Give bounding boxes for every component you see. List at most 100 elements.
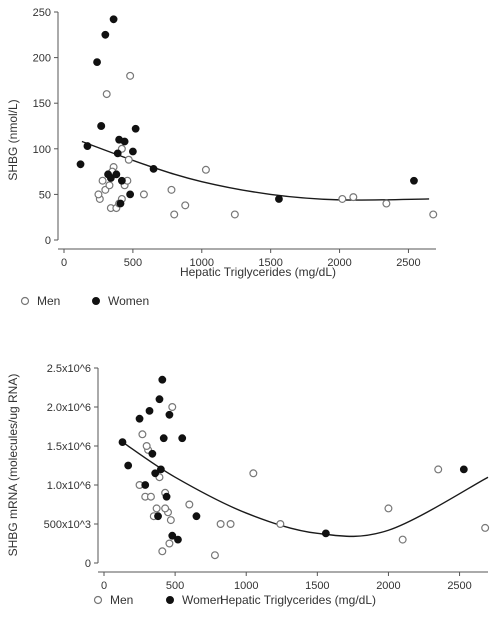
bottom-women-data-point — [124, 461, 133, 470]
top-men-data-point — [98, 176, 107, 185]
bottom-y-tick-label: 1.0x10^6 — [47, 480, 91, 492]
legend-men-marker — [93, 595, 103, 605]
bottom-men-data-point — [142, 442, 151, 451]
bottom-women-data-point — [148, 449, 157, 458]
top-men-data-point — [230, 210, 239, 219]
top-y-tick-label: 250 — [33, 7, 51, 19]
top-x-tick-label: 0 — [61, 257, 67, 269]
bottom-x-tick-label: 500 — [166, 580, 184, 592]
legend-women-label: Women — [108, 294, 149, 308]
chart-bottom: 0 500x10^3 1.0x10^6 1.5x10^6 2.0x10^6 2.5x10^… — [6, 363, 490, 607]
bottom-men-data-point — [276, 519, 285, 528]
bottom-women-data-point — [145, 407, 154, 415]
top-men-data-point — [349, 193, 358, 202]
bottom-men-data-point — [226, 519, 235, 528]
bottom-women-data-point — [174, 535, 182, 544]
bottom-women-data-point — [321, 529, 330, 538]
top-y-tick-label: 200 — [33, 53, 51, 65]
bottom-men-data-point — [216, 519, 225, 528]
bottom-y-tick-label: 2.0x10^6 — [47, 402, 91, 414]
bottom-women-data-point — [141, 481, 150, 489]
bottom-men-data-point — [146, 492, 155, 501]
bottom-grid-axes: 0 500x10^3 1.0x10^6 1.5x10^6 2.0x10^6 2.5x10^… — [44, 363, 488, 592]
bottom-x-tick-label: 1500 — [305, 580, 329, 592]
bottom-fit-curve — [122, 441, 489, 538]
top-women-data-point — [117, 176, 126, 185]
top-y-axis-title: SHBG (nmol/L) — [6, 99, 20, 180]
top-women-data-point — [275, 195, 283, 203]
top-women-data-point — [120, 137, 129, 146]
top-men-data-point — [170, 210, 179, 219]
top-y-tick-label: 50 — [39, 189, 51, 201]
top-x-tick-label: 2500 — [396, 257, 420, 269]
bottom-men-data-point — [138, 430, 147, 439]
legend-men-label: Men — [110, 593, 133, 607]
top-men-data-point — [382, 199, 391, 208]
top-men-data-point — [105, 181, 114, 190]
bottom-y-tick-label: 0 — [85, 558, 91, 570]
top-y-tick-label: 0 — [45, 235, 51, 247]
top-men-data-point — [201, 165, 210, 174]
legend-women-marker — [166, 596, 174, 604]
bottom-women-data-point — [151, 469, 160, 478]
bottom-men-data-point — [398, 535, 407, 544]
bottom-women-data-point — [158, 375, 167, 384]
bottom-men-data-point — [152, 504, 161, 513]
legend-women-label: Women — [182, 593, 223, 607]
top-men-data-point — [126, 71, 135, 80]
bottom-x-tick-label: 1000 — [234, 580, 258, 592]
top-women-data-point — [116, 199, 125, 208]
bottom-fit-group — [122, 441, 489, 538]
top-women-data-point — [149, 164, 158, 173]
top-women-data-point — [410, 176, 418, 185]
legend-women-marker — [92, 297, 100, 305]
bottom-men-data-point — [384, 504, 393, 513]
top-women-data-point — [97, 122, 106, 130]
top-men-data-point — [338, 194, 347, 203]
top-x-tick-label: 2000 — [327, 257, 351, 269]
bottom-men-data-point — [249, 469, 258, 478]
top-women-data-point — [128, 147, 137, 156]
bottom-men-data-point — [165, 539, 174, 548]
bottom-men-data-point — [434, 465, 443, 474]
bottom-women-data-point — [154, 512, 162, 521]
bottom-legend: Men Women — [93, 593, 223, 607]
bottom-men-data-point — [185, 500, 194, 509]
bottom-men-data-point — [166, 516, 175, 525]
bottom-women-data-point — [156, 465, 165, 474]
bottom-women-data-point — [118, 438, 127, 447]
top-men-data-point — [181, 201, 190, 210]
top-men-data-point — [94, 190, 103, 199]
top-women-data-point — [109, 15, 118, 24]
top-y-tick-label: 100 — [33, 144, 51, 156]
legend-men-label: Men — [37, 294, 60, 308]
legend-men-marker — [20, 296, 30, 306]
top-women-data-point — [83, 142, 92, 150]
bottom-women-data-point — [155, 395, 164, 404]
top-x-tick-label: 500 — [124, 257, 142, 269]
bottom-x-tick-label: 2500 — [447, 580, 471, 592]
top-x-tick-label: 1500 — [258, 257, 282, 269]
top-x-axis-title: Hepatic Triglycerides (mg/dL) — [180, 265, 336, 279]
top-men-data-point — [429, 210, 438, 219]
bottom-y-tick-label: 2.5x10^6 — [47, 363, 91, 375]
bottom-women-data-point — [178, 434, 187, 443]
top-y-tick-label: 150 — [33, 98, 51, 110]
bottom-y-tick-label: 500x10^3 — [44, 519, 91, 531]
top-women-data-point — [131, 124, 140, 133]
top-women-data-point — [76, 160, 85, 169]
top-women-data-point — [101, 30, 110, 39]
top-women-data-point — [113, 149, 122, 158]
top-x-tick-label: 1000 — [190, 257, 214, 269]
bottom-y-axis-title: SHBG mRNA (molecules/ug RNA) — [6, 374, 20, 557]
bottom-women-data-point — [459, 465, 468, 474]
top-men-data-point — [167, 185, 176, 194]
top-legend: Men Women — [20, 294, 149, 308]
bottom-men-data-point — [168, 403, 177, 412]
bottom-x-axis-title: Hepatic Triglycerides (mg/dL) — [220, 593, 376, 607]
top-women-data-point — [112, 170, 121, 179]
bottom-x-tick-label: 0 — [101, 580, 107, 592]
